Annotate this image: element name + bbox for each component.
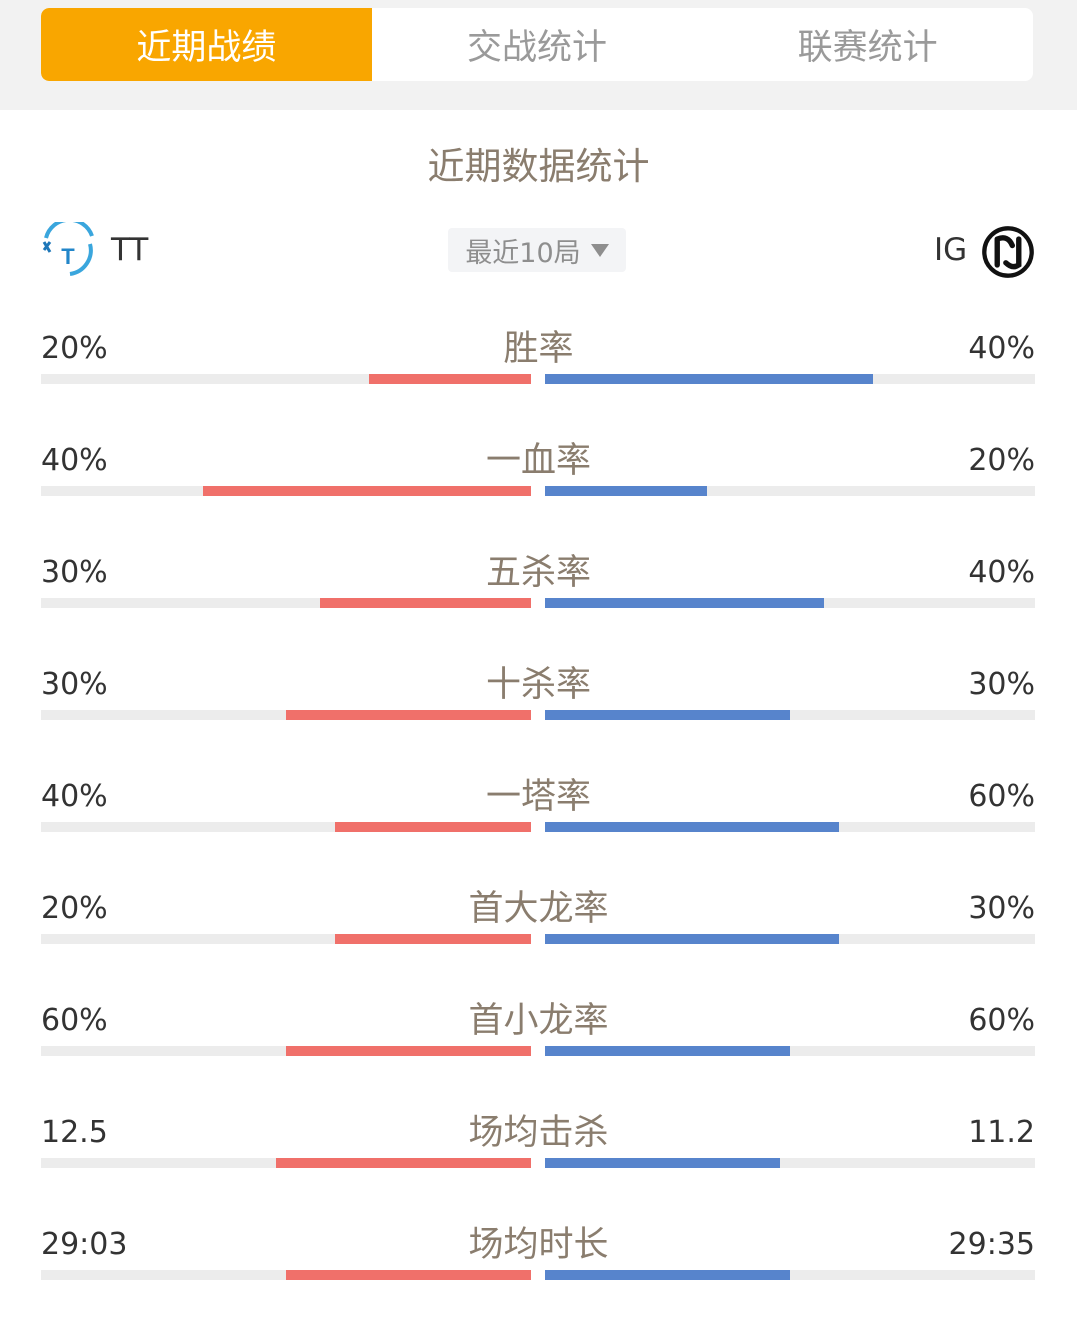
right-bar-track	[545, 1270, 1035, 1280]
stat-row: 30% 五杀率 40%	[0, 553, 1077, 665]
right-value: 40%	[968, 331, 1035, 366]
right-bar-fill	[545, 1270, 790, 1280]
left-bar-fill	[369, 374, 531, 384]
right-bar-fill	[545, 1046, 790, 1056]
stat-row: 12.5 场均击杀 11.2	[0, 1113, 1077, 1225]
stat-label: 首大龙率	[468, 889, 609, 929]
stat-row: 30% 十杀率 30%	[0, 665, 1077, 777]
stat-row: 60% 首小龙率 60%	[0, 1001, 1077, 1113]
filter-label: 最近10局	[465, 237, 581, 269]
stat-label: 十杀率	[485, 665, 591, 705]
left-bar-track	[41, 1158, 531, 1168]
right-value: 29:35	[948, 1227, 1035, 1262]
stat-row: 29:03 场均时长 29:35	[0, 1225, 1077, 1337]
left-bar-track	[41, 1046, 531, 1056]
left-bar-fill	[286, 710, 531, 720]
right-bar-track	[545, 374, 1035, 384]
right-value: 20%	[968, 443, 1035, 478]
left-bar-fill	[276, 1158, 531, 1168]
right-bar-track	[545, 1158, 1035, 1168]
right-bar-track	[545, 710, 1035, 720]
left-value: 12.5	[41, 1115, 108, 1150]
right-bar-fill	[545, 374, 873, 384]
left-bar-fill	[286, 1046, 531, 1056]
left-bar-fill	[320, 598, 531, 608]
right-value: 60%	[968, 779, 1035, 814]
right-bar-track	[545, 598, 1035, 608]
left-bar-fill	[286, 1270, 531, 1280]
left-bar-track	[41, 710, 531, 720]
stat-row: 20% 胜率 40%	[0, 329, 1077, 441]
left-bar-track	[41, 486, 531, 496]
stat-label: 首小龙率	[468, 1001, 609, 1041]
right-value: 11.2	[968, 1115, 1035, 1150]
left-value: 40%	[41, 779, 108, 814]
right-value: 60%	[968, 1003, 1035, 1038]
right-bar-fill	[545, 486, 707, 496]
left-value: 60%	[41, 1003, 108, 1038]
left-bar-fill	[203, 486, 531, 496]
tab-recent-record[interactable]: 近期战绩	[41, 8, 372, 81]
left-bar-track	[41, 1270, 531, 1280]
team-right-name: IG	[934, 232, 968, 268]
right-bar-fill	[545, 1158, 780, 1168]
right-bar-fill	[545, 822, 839, 832]
tab-league-stats[interactable]: 联赛统计	[797, 28, 938, 68]
stat-label: 一塔率	[485, 777, 591, 817]
recent-games-filter[interactable]: 最近10局	[448, 228, 626, 272]
left-bar-track	[41, 598, 531, 608]
right-bar-fill	[545, 710, 790, 720]
stat-row: 40% 一塔率 60%	[0, 777, 1077, 889]
tab-bar: 近期战绩 交战统计 联赛统计	[41, 8, 1033, 81]
left-bar-track	[41, 374, 531, 384]
right-bar-track	[545, 486, 1035, 496]
left-bar-fill	[335, 934, 531, 944]
right-bar-track	[545, 934, 1035, 944]
left-value: 20%	[41, 331, 108, 366]
left-value: 30%	[41, 667, 108, 702]
left-bar-fill	[335, 822, 531, 832]
stat-label: 一血率	[485, 441, 591, 481]
left-value: 40%	[41, 443, 108, 478]
stat-label: 场均击杀	[468, 1113, 609, 1153]
stat-row: 20% 首大龙率 30%	[0, 889, 1077, 1001]
right-bar-fill	[545, 934, 839, 944]
ig-logo-icon	[982, 226, 1034, 278]
svg-text:T: T	[61, 244, 75, 269]
right-bar-track	[545, 1046, 1035, 1056]
right-bar-track	[545, 822, 1035, 832]
stat-label: 胜率	[503, 329, 574, 369]
stat-label: 五杀率	[485, 553, 591, 593]
right-value: 30%	[968, 667, 1035, 702]
tab-head-to-head[interactable]: 交战统计	[467, 28, 608, 68]
stat-label: 场均时长	[468, 1225, 609, 1265]
right-bar-fill	[545, 598, 824, 608]
stat-row: 40% 一血率 20%	[0, 441, 1077, 553]
section-title: 近期数据统计	[427, 145, 650, 188]
tt-logo-icon: T	[42, 222, 94, 276]
left-value: 20%	[41, 891, 108, 926]
right-value: 40%	[968, 555, 1035, 590]
right-value: 30%	[968, 891, 1035, 926]
left-value: 30%	[41, 555, 108, 590]
left-bar-track	[41, 822, 531, 832]
chevron-down-icon	[590, 243, 609, 257]
left-value: 29:03	[41, 1227, 128, 1262]
team-left-name: TT	[111, 232, 149, 268]
left-bar-track	[41, 934, 531, 944]
